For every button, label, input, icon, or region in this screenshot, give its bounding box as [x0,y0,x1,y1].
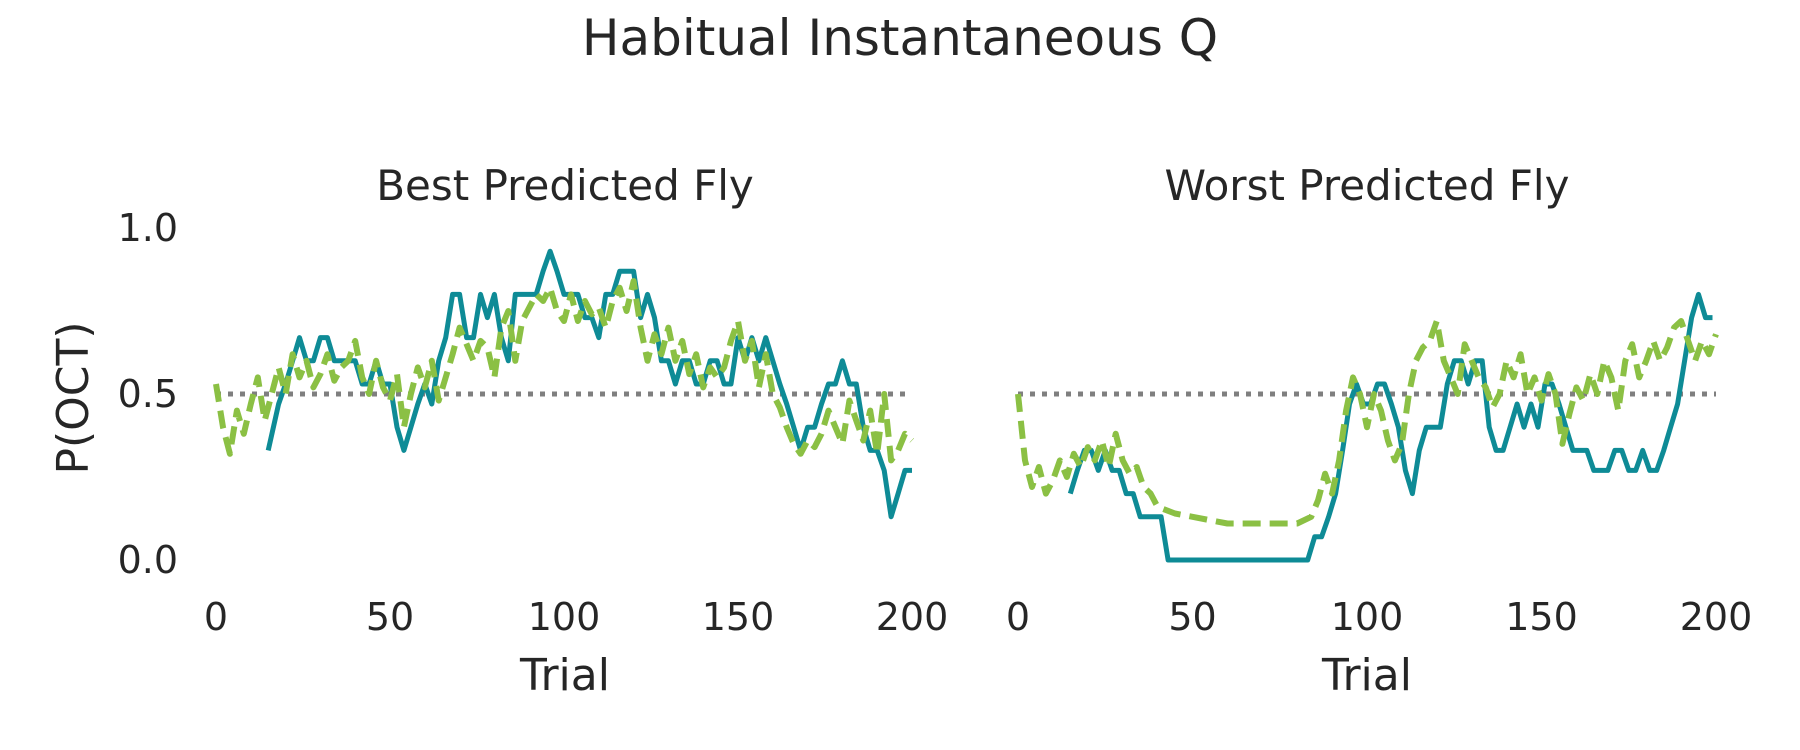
plot-area [1015,291,1719,563]
x-tick-label: 200 [1680,595,1753,639]
observed-choice-line [265,248,912,520]
plot-area [213,248,915,520]
panel-title: Worst Predicted Fly [1165,161,1570,210]
y-tick-label: 1.0 [118,206,178,250]
model-prediction-line [213,278,915,464]
x-tick-label: 100 [528,595,601,639]
panel-title: Best Predicted Fly [376,161,754,210]
x-axis-label: Trial [1321,650,1412,701]
x-tick-label: 0 [1006,595,1030,639]
x-tick-label: 0 [204,595,228,639]
y-tick-labels: 0.0 0.5 1.0 [118,206,178,582]
model-prediction-line [1015,318,1719,527]
x-tick-label: 150 [702,595,775,639]
x-tick-label: 150 [1505,595,1578,639]
x-tick-label: 200 [876,595,949,639]
y-tick-label: 0.5 [118,372,178,416]
x-tick-label: 100 [1331,595,1404,639]
x-tick-label: 50 [1168,595,1216,639]
observed-choice-line [1067,291,1713,563]
x-tick-labels: 0 50 100 150 200 [1006,595,1752,639]
y-tick-label: 0.0 [118,538,178,582]
y-axis-label: P(OCT) [48,321,99,474]
x-tick-labels: 0 50 100 150 200 [204,595,948,639]
x-axis-label: Trial [519,650,610,701]
panel-worst-predicted-fly: Worst Predicted Fly Trial 0 50 100 150 200 [1006,161,1752,701]
panel-best-predicted-fly: Best Predicted Fly P(OCT) Trial 0.0 0.5 1.… [48,161,948,701]
x-tick-label: 50 [366,595,414,639]
figure-title: Habitual Instantaneous Q [582,9,1218,67]
